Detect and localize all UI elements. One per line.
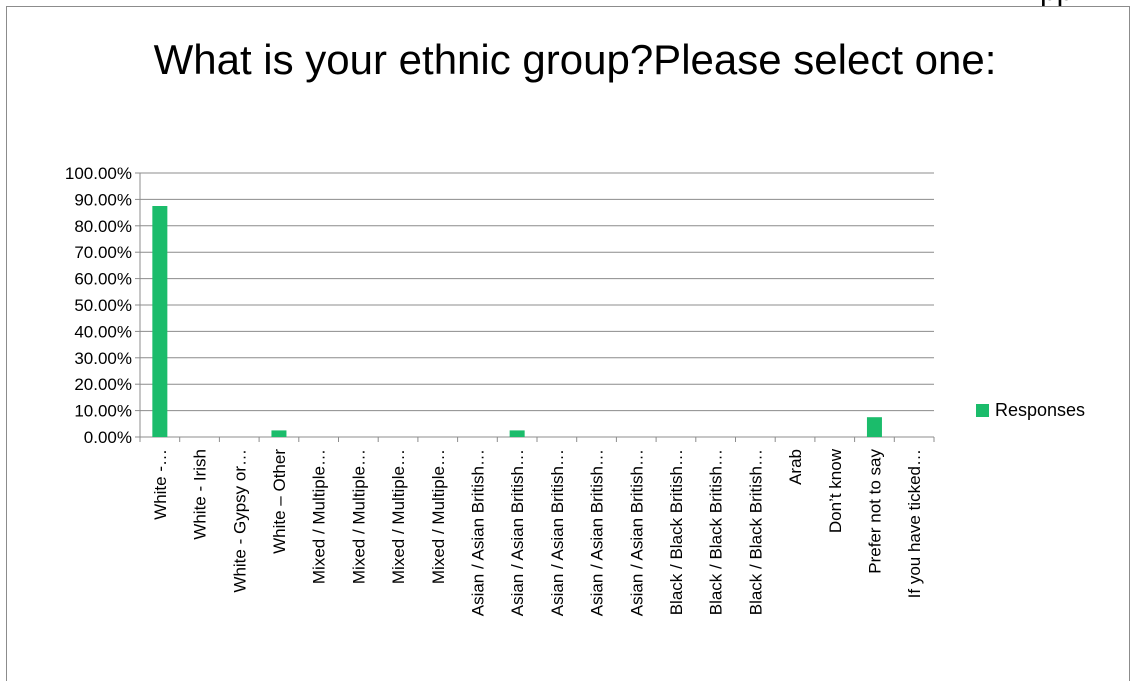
x-category-label: Black / Black British…	[667, 449, 686, 615]
y-tick-label: 30.00%	[74, 349, 132, 368]
bar	[152, 206, 168, 437]
y-tick-label: 90.00%	[74, 190, 132, 209]
x-category-label: Asian / Asian British…	[627, 449, 646, 616]
x-category-label: Arab	[786, 449, 805, 485]
x-category-label: Mixed / Multiple…	[310, 449, 329, 584]
x-category-label: Asian / Asian British…	[508, 449, 527, 616]
y-tick-label: 60.00%	[74, 270, 132, 289]
x-category-label: White - Irish	[191, 449, 210, 540]
x-category-label: Black / Black British…	[707, 449, 726, 615]
bar	[509, 430, 525, 437]
y-tick-label: 50.00%	[74, 296, 132, 315]
x-category-label: If you have ticked…	[905, 449, 924, 598]
y-tick-label: 100.00%	[65, 164, 132, 183]
y-tick-label: 20.00%	[74, 375, 132, 394]
top-edge-text-fragment: pp	[1040, 0, 1073, 8]
chart-title: What is your ethnic group?Please select …	[153, 36, 997, 83]
bar	[866, 417, 882, 437]
x-category-label: Black / Black British…	[746, 449, 765, 615]
x-category-label: Mixed / Multiple…	[349, 449, 368, 584]
bar	[271, 430, 287, 437]
x-category-label: White -…	[151, 449, 170, 520]
x-category-label: Don’t know	[826, 448, 845, 533]
x-category-label: Asian / Asian British…	[548, 449, 567, 616]
legend-label-responses: Responses	[995, 400, 1086, 420]
y-tick-label: 10.00%	[74, 402, 132, 421]
x-category-label: Prefer not to say	[865, 449, 884, 574]
chart-area	[6, 6, 1130, 681]
x-category-label: White – Other	[270, 449, 289, 554]
x-category-label: Asian / Asian British…	[468, 449, 487, 616]
y-tick-label: 0.00%	[84, 428, 132, 447]
y-tick-label: 80.00%	[74, 217, 132, 236]
x-category-label: White - Gypsy or…	[230, 449, 249, 593]
x-category-label: Asian / Asian British…	[588, 449, 607, 616]
x-category-label: Mixed / Multiple…	[389, 449, 408, 584]
legend: Responses	[976, 400, 1085, 421]
y-tick-label: 70.00%	[74, 243, 132, 262]
y-tick-label: 40.00%	[74, 322, 132, 341]
x-category-label: Mixed / Multiple…	[429, 449, 448, 584]
legend-swatch-responses	[976, 404, 989, 417]
